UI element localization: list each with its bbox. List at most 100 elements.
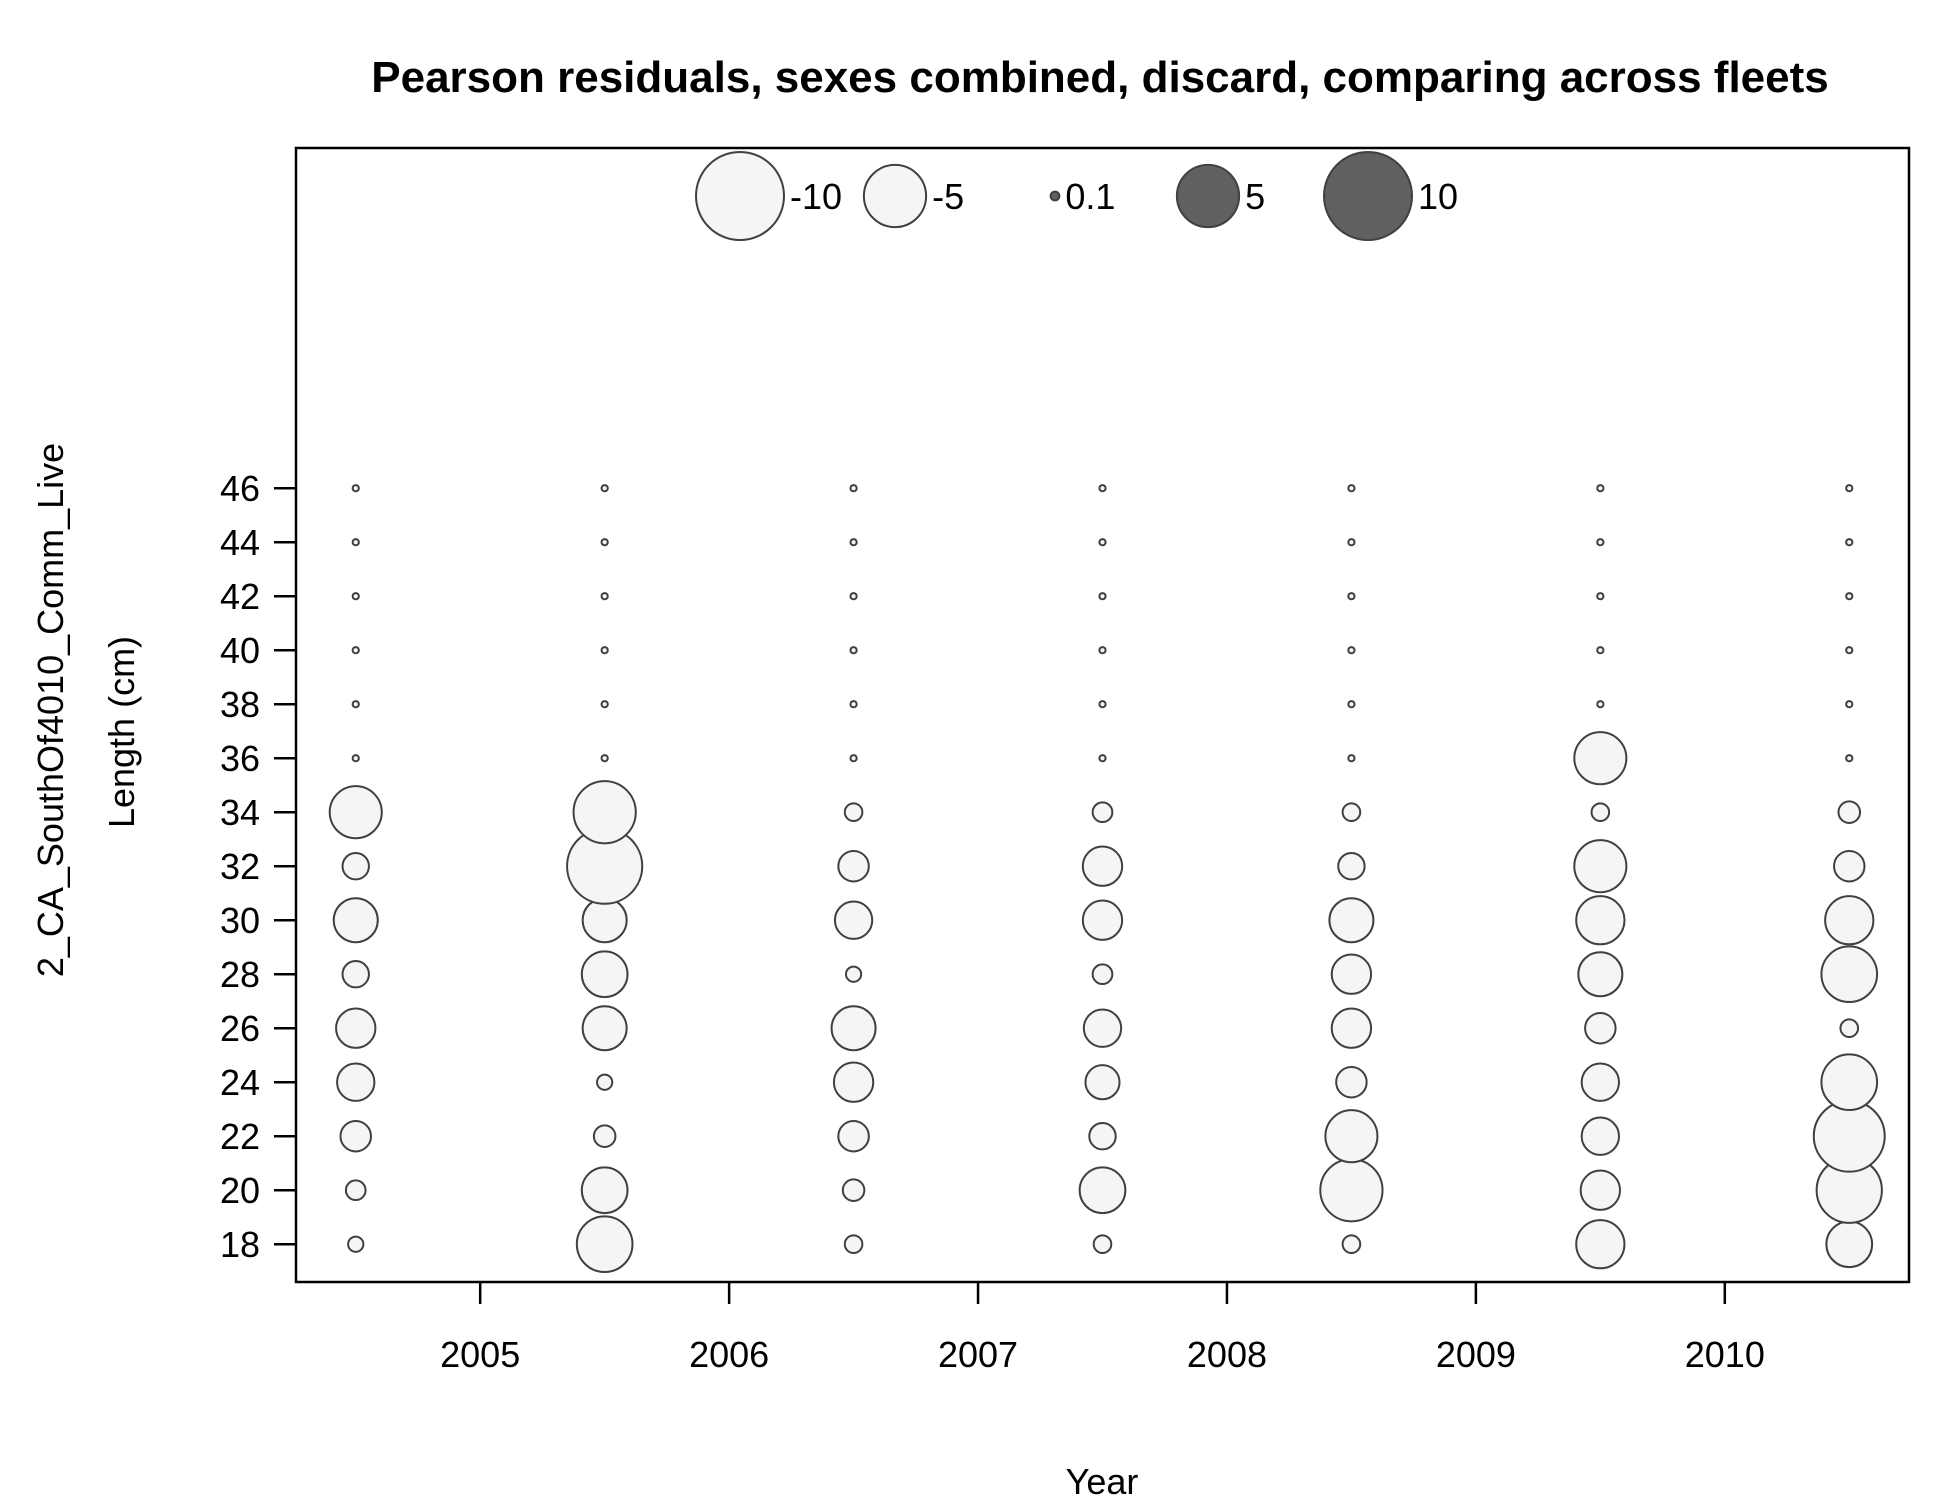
residual-bubble [347, 1235, 365, 1253]
residual-bubble [581, 1005, 628, 1052]
legend-label: -5 [932, 176, 964, 217]
residual-bubble [1820, 945, 1879, 1004]
residual-bubble [1347, 538, 1356, 547]
residual-bubble [1580, 1062, 1621, 1102]
fleet-label: 2_CA_SouthOf4010_Comm_Live [30, 443, 71, 977]
residual-bubble [1328, 897, 1375, 944]
residual-bubble [328, 785, 383, 840]
residual-bubble [1347, 754, 1356, 763]
residual-bubble [1091, 801, 1114, 824]
x-axis-label: Year [1066, 1461, 1139, 1500]
residual-bubble [341, 852, 370, 881]
residual-bubble [600, 484, 609, 493]
residual-bubble [600, 646, 609, 655]
plot-frame [294, 146, 1911, 1284]
residual-bubble [1341, 1234, 1362, 1254]
residual-bubble [1330, 953, 1373, 995]
residual-bubble [1575, 895, 1626, 946]
x-tick-label: 2007 [938, 1334, 1018, 1375]
residual-bubble [332, 897, 379, 944]
residual-bubble [1098, 646, 1107, 655]
bubble-layer [328, 484, 1886, 1274]
x-tick-label: 2006 [689, 1334, 769, 1375]
residual-bubble [351, 646, 360, 655]
x-tick-label: 2009 [1436, 1334, 1516, 1375]
residual-bubble [1081, 899, 1124, 941]
residual-bubble [1596, 484, 1605, 493]
x-tick-label: 2005 [440, 1334, 520, 1375]
residual-bubble [351, 538, 360, 547]
residual-bubble [832, 1061, 875, 1103]
residual-bubble [1575, 1219, 1626, 1270]
residual-bubble [1341, 802, 1362, 823]
residual-bubble [1579, 1169, 1622, 1211]
residual-bubble [1584, 1011, 1617, 1045]
y-tick-label: 46 [220, 468, 260, 509]
residual-bubble [1812, 1099, 1886, 1173]
residual-bubble [1845, 592, 1854, 601]
residual-bubble [580, 1166, 629, 1215]
x-tick-label: 2008 [1187, 1334, 1267, 1375]
residual-bubble [572, 780, 637, 845]
residual-bubble [335, 1007, 377, 1049]
y-axis-label: Length (cm) [101, 636, 142, 828]
residual-bubble [1825, 1220, 1874, 1269]
residual-bubble [1081, 845, 1124, 887]
residual-bubble [849, 538, 858, 547]
residual-bubble [600, 700, 609, 709]
legend-bubble [695, 151, 785, 241]
residual-bubble [351, 484, 360, 493]
residual-bubble [1845, 754, 1854, 763]
y-tick-label: 42 [220, 576, 260, 617]
residual-bubble [841, 1178, 866, 1202]
residual-bubble [830, 1005, 877, 1052]
residual-bubble [600, 754, 609, 763]
residual-bubble [1573, 731, 1628, 786]
residual-bubble [833, 900, 874, 940]
residual-bubble [837, 849, 870, 883]
residual-bubble [1324, 1109, 1379, 1164]
y-tick-label: 44 [220, 522, 260, 563]
chart-title: Pearson residuals, sexes combined, disca… [371, 53, 1829, 102]
residual-bubble [1078, 1166, 1127, 1215]
residual-bubble [1596, 700, 1605, 709]
residual-bubble [351, 592, 360, 601]
legend-label: 5 [1245, 176, 1265, 217]
residual-bubble [580, 950, 629, 999]
residual-bubble [1337, 852, 1366, 881]
residual-bubble [1573, 839, 1628, 894]
residual-bubble [1347, 700, 1356, 709]
residual-bubble [1098, 754, 1107, 763]
residual-bubble [1596, 538, 1605, 547]
residual-bubble [1330, 1007, 1373, 1049]
legend-label: 10 [1418, 176, 1458, 217]
y-tick-label: 30 [220, 900, 260, 941]
y-tick-label: 32 [220, 846, 260, 887]
residual-bubble [1845, 538, 1854, 547]
residual-bubble [600, 538, 609, 547]
residual-bubble [1092, 1234, 1113, 1254]
y-tick-label: 24 [220, 1062, 260, 1103]
legend-bubble [862, 163, 928, 229]
residual-bubble [1335, 1065, 1368, 1099]
y-tick-label: 18 [220, 1224, 260, 1265]
legend-bubble [1175, 163, 1241, 229]
legend-label: -10 [790, 176, 842, 217]
y-tick-label: 36 [220, 738, 260, 779]
y-tick-label: 34 [220, 792, 260, 833]
residual-bubble [1833, 849, 1866, 883]
residual-bubble [592, 1124, 617, 1148]
legend-bubble [1049, 190, 1061, 202]
y-tick-label: 28 [220, 954, 260, 995]
residual-bubble [1845, 700, 1854, 709]
residual-bubble [1347, 484, 1356, 493]
residual-bubble [1084, 1064, 1121, 1101]
y-tick-label: 20 [220, 1170, 260, 1211]
y-tick-label: 38 [220, 684, 260, 725]
residual-bubble [849, 646, 858, 655]
residual-bubble [600, 592, 609, 601]
residual-bubble [339, 1119, 372, 1153]
residual-bubble [1319, 1158, 1384, 1223]
residual-bubble [1839, 1018, 1860, 1038]
